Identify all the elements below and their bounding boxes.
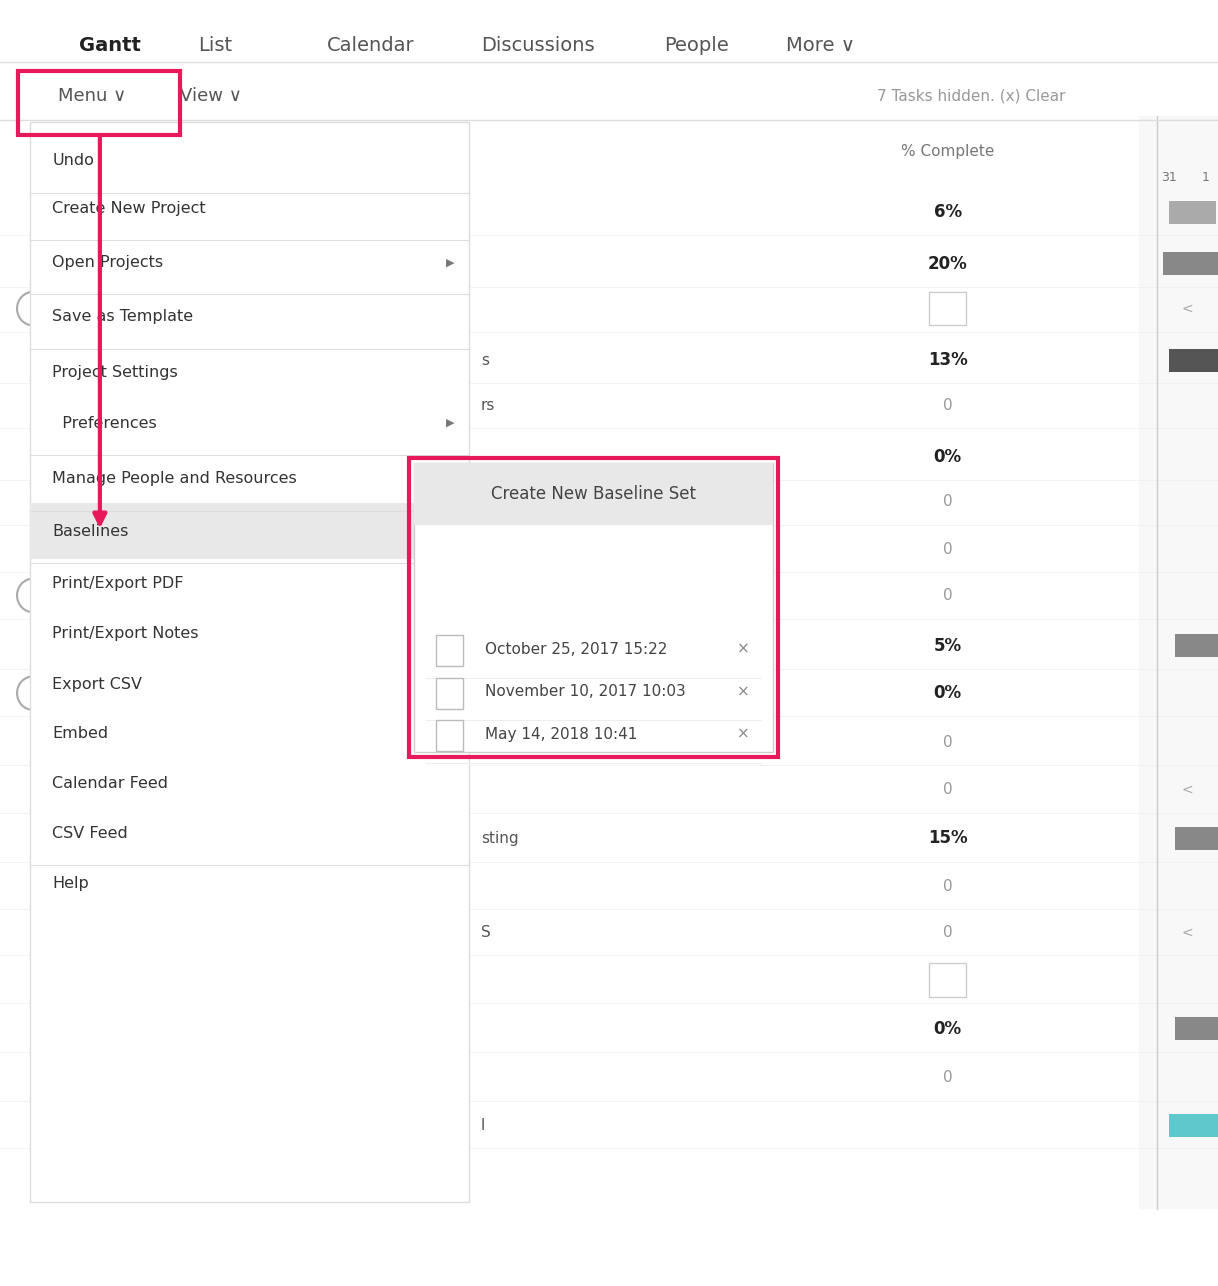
FancyBboxPatch shape	[436, 720, 463, 751]
Text: Menu ∨: Menu ∨	[58, 87, 127, 105]
Text: 7 Tasks hidden. (x) Clear: 7 Tasks hidden. (x) Clear	[877, 89, 1066, 104]
Text: 0: 0	[943, 397, 952, 413]
Text: 15%: 15%	[928, 829, 967, 847]
FancyBboxPatch shape	[1175, 1017, 1218, 1040]
Text: November 10, 2017 10:03: November 10, 2017 10:03	[485, 684, 686, 700]
FancyBboxPatch shape	[436, 678, 463, 709]
Text: Calendar: Calendar	[326, 36, 414, 54]
FancyBboxPatch shape	[1169, 1114, 1218, 1137]
Text: 0: 0	[943, 925, 952, 940]
Text: <: <	[1181, 783, 1194, 796]
FancyBboxPatch shape	[1163, 252, 1218, 275]
Text: Open Projects: Open Projects	[52, 255, 163, 270]
Text: List: List	[199, 36, 233, 54]
FancyBboxPatch shape	[30, 503, 469, 559]
Text: Embed: Embed	[52, 725, 108, 741]
Text: ×: ×	[737, 684, 749, 700]
Text: ▶: ▶	[447, 418, 454, 428]
Text: Print/Export PDF: Print/Export PDF	[52, 576, 184, 592]
Text: More ∨: More ∨	[786, 36, 855, 54]
Text: 0%: 0%	[933, 1020, 962, 1038]
Text: Gantt: Gantt	[79, 36, 141, 54]
Text: ×: ×	[737, 727, 749, 742]
Text: % Complete: % Complete	[901, 144, 994, 159]
FancyBboxPatch shape	[1169, 201, 1216, 224]
Text: <: <	[1181, 926, 1194, 939]
Text: 0: 0	[943, 878, 952, 894]
Text: 31: 31	[1162, 171, 1177, 184]
Text: 0%: 0%	[933, 684, 962, 702]
Text: People: People	[664, 36, 728, 54]
Text: Discussions: Discussions	[481, 36, 594, 54]
Text: Help: Help	[52, 876, 89, 891]
Text: Manage People and Resources: Manage People and Resources	[52, 471, 297, 486]
Text: View ∨: View ∨	[180, 87, 242, 105]
Text: 0: 0	[943, 1070, 952, 1085]
FancyBboxPatch shape	[30, 122, 469, 1202]
FancyBboxPatch shape	[1139, 116, 1218, 1209]
FancyBboxPatch shape	[1175, 827, 1218, 850]
Text: S: S	[481, 925, 491, 940]
Text: Create New Baseline Set: Create New Baseline Set	[491, 485, 697, 503]
Text: sting: sting	[481, 831, 519, 846]
Text: Preferences: Preferences	[52, 415, 157, 431]
Text: 20%: 20%	[928, 255, 967, 273]
Text: s: s	[481, 352, 490, 368]
Text: Undo: Undo	[52, 153, 94, 168]
Text: 0: 0	[943, 494, 952, 509]
Text: <: <	[1181, 302, 1194, 315]
Text: Project Settings: Project Settings	[52, 365, 178, 381]
FancyBboxPatch shape	[414, 463, 773, 752]
FancyBboxPatch shape	[1169, 349, 1218, 372]
Text: Print/Export Notes: Print/Export Notes	[52, 626, 199, 642]
Text: 5%: 5%	[933, 637, 962, 655]
Text: 1: 1	[1202, 171, 1209, 184]
Text: 0: 0	[943, 782, 952, 797]
Text: Export CSV: Export CSV	[52, 676, 143, 692]
Text: l: l	[481, 1118, 485, 1133]
FancyBboxPatch shape	[414, 463, 773, 525]
FancyBboxPatch shape	[1175, 634, 1218, 657]
Text: October 25, 2017 15:22: October 25, 2017 15:22	[485, 642, 667, 657]
Text: 0: 0	[943, 541, 952, 557]
Text: CSV Feed: CSV Feed	[52, 826, 128, 841]
Text: 6%: 6%	[933, 203, 962, 221]
Text: 13%: 13%	[928, 351, 967, 369]
Text: ▶: ▶	[447, 257, 454, 267]
Text: Create New Project: Create New Project	[52, 201, 206, 216]
Text: ×: ×	[737, 642, 749, 657]
Text: Calendar Feed: Calendar Feed	[52, 775, 168, 791]
Text: May 14, 2018 10:41: May 14, 2018 10:41	[485, 727, 637, 742]
FancyBboxPatch shape	[929, 963, 966, 997]
Text: 0%: 0%	[933, 448, 962, 466]
Text: 0: 0	[943, 734, 952, 750]
Text: Baselines: Baselines	[52, 523, 129, 539]
FancyBboxPatch shape	[436, 635, 463, 666]
Text: 0: 0	[943, 588, 952, 603]
Text: Save as Template: Save as Template	[52, 309, 194, 324]
FancyBboxPatch shape	[929, 292, 966, 325]
Text: rs: rs	[481, 397, 496, 413]
